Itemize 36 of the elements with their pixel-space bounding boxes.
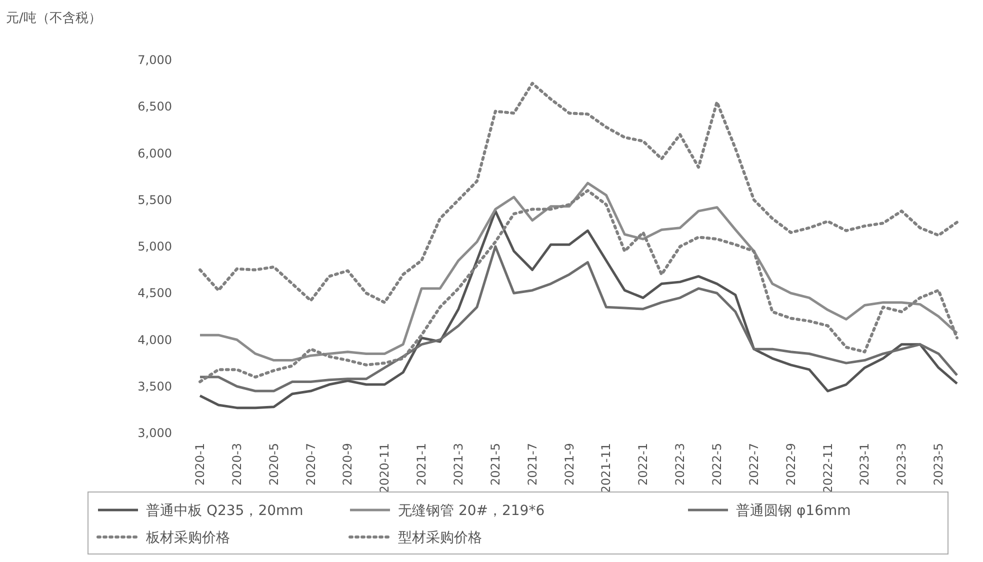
- x-tick-label: 2020-11: [378, 443, 392, 494]
- x-tick-label: 2020-5: [266, 443, 281, 486]
- x-tick-label: 2022-11: [820, 443, 835, 494]
- x-tick-label: 2021-11: [599, 443, 614, 494]
- legend-label: 普通中板 Q235，20mm: [146, 502, 304, 519]
- legend-label: 无缝钢管 20#，219*6: [398, 503, 545, 519]
- y-tick-label: 3,000: [138, 426, 172, 440]
- x-tick-label: 2021-9: [562, 443, 576, 486]
- x-tick-label: 2020-3: [230, 443, 244, 486]
- x-tick-label: 2022-5: [710, 443, 724, 486]
- y-tick-label: 7,000: [138, 53, 172, 67]
- x-tick-label: 2022-3: [673, 443, 688, 486]
- x-tick-label: 2023-5: [932, 443, 946, 486]
- y-tick-label: 4,500: [138, 286, 172, 300]
- legend-label: 型材采购价格: [398, 530, 482, 546]
- x-tick-label: 2021-3: [451, 443, 466, 486]
- x-tick-label: 2021-1: [414, 443, 429, 486]
- x-tick-label: 2020-9: [340, 443, 355, 486]
- x-tick-label: 2023-1: [858, 443, 872, 486]
- y-tick-label: 5,000: [138, 240, 172, 254]
- x-tick-label: 2022-9: [784, 443, 798, 486]
- x-tick-label: 2022-1: [636, 443, 650, 486]
- x-tick-label: 2022-7: [746, 443, 761, 486]
- legend-label: 普通圆钢 φ16mm: [736, 502, 851, 519]
- x-tick-label: 2020-7: [304, 443, 318, 486]
- y-tick-label: 6,500: [138, 100, 172, 114]
- x-tick-label: 2023-3: [894, 443, 909, 486]
- y-axis-title: 元/吨（不含税）: [6, 11, 102, 26]
- x-tick-label: 2021-5: [488, 443, 502, 486]
- y-tick-label: 3,500: [138, 379, 172, 394]
- legend-label: 板材采购价格: [145, 530, 230, 546]
- y-tick-label: 5,500: [138, 192, 172, 207]
- y-tick-label: 6,000: [138, 146, 172, 160]
- x-tick-label: 2021-7: [525, 443, 540, 486]
- x-tick-label: 2020-1: [193, 443, 207, 486]
- y-tick-label: 4,000: [138, 332, 172, 347]
